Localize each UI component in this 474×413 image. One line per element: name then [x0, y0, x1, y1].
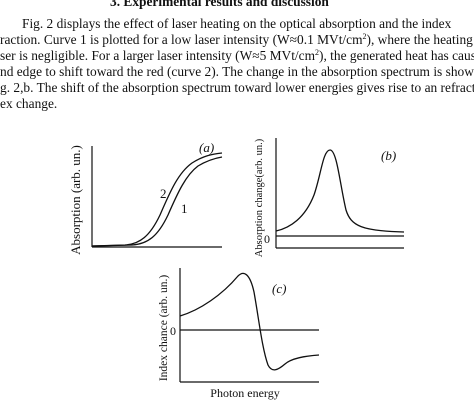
panel-c-zero-label: 0: [170, 324, 176, 338]
paragraph-line-3-text-a: ser is negligible. For a larger laser in…: [0, 48, 316, 63]
paragraph-line-2: raction. Curve 1 is plotted for a low la…: [0, 32, 474, 47]
panel-b-curve: [275, 149, 405, 233]
paragraph-line-6: ex change.: [0, 96, 57, 111]
panel-b: (b) 0 Absorption change(arb. un.): [254, 138, 405, 257]
panel-b-letter: (b): [381, 148, 396, 163]
paragraph-line-3-superscript: 2: [315, 48, 320, 57]
paragraph-line-4-text: nd edge to shift toward the red (curve 2…: [0, 64, 474, 79]
paragraph-line-2-text-b: ), where the heating by: [366, 32, 474, 47]
paragraph-line-5-text: g. 2,b. The shift of the absorption spec…: [0, 80, 474, 95]
panel-c-curve: [179, 272, 320, 371]
section-heading-text: 3. Experimental results and discussion: [110, 0, 329, 9]
paragraph-line-2-superscript: 2: [362, 32, 367, 41]
panel-b-zero-label: 0: [264, 232, 270, 246]
paragraph-line-1-text: Fig. 2 displays the effect of laser heat…: [22, 16, 452, 31]
paragraph-line-6-text: ex change.: [0, 96, 58, 111]
panel-a-curve-2-label: 2: [160, 186, 167, 201]
panel-a: (a) 2 1 Absorption (arb. un.): [68, 140, 223, 255]
panel-c-y-label: Index chance (arb. un.): [158, 275, 170, 381]
panel-b-y-label: Absorption change(arb. un.): [254, 138, 265, 257]
panel-a-curve-1-label: 1: [181, 201, 188, 216]
panel-c: (c) 0 Index chance (arb. un.) Photon ene…: [158, 268, 320, 400]
panel-c-letter: (c): [272, 281, 286, 296]
paragraph-line-3-text-b: ), the generated heat has caused: [319, 48, 474, 63]
panel-a-curve-1: [91, 156, 223, 247]
paragraph-line-3: ser is negligible. For a larger laser in…: [0, 48, 474, 63]
paragraph-line-5: g. 2,b. The shift of the absorption spec…: [0, 80, 474, 95]
panel-a-curve-2: [91, 152, 223, 247]
panel-c-x-label: Photon energy: [210, 386, 279, 400]
paragraph-line-1: Fig. 2 displays the effect of laser heat…: [22, 16, 451, 31]
paragraph-line-2-text-a: raction. Curve 1 is plotted for a low la…: [0, 32, 363, 47]
section-heading: 3. Experimental results and discussion: [110, 0, 329, 9]
panel-a-y-label: Absorption (arb. un.): [68, 145, 83, 255]
panel-a-letter: (a): [199, 140, 214, 155]
paragraph-line-4: nd edge to shift toward the red (curve 2…: [0, 64, 474, 79]
